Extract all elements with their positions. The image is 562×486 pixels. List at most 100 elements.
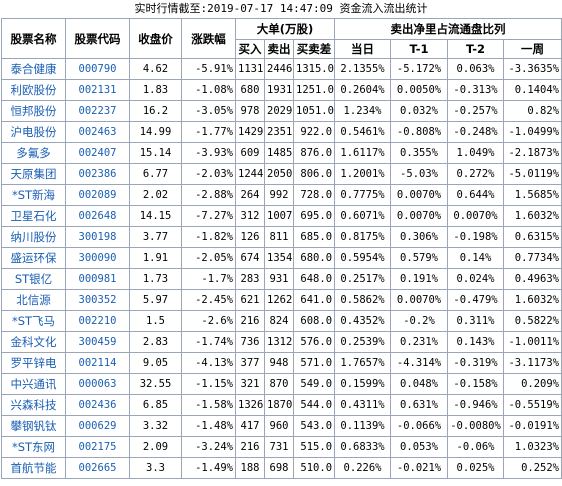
stock-code-link[interactable]: 300198: [65, 226, 130, 248]
stock-name-link[interactable]: 中兴通讯: [1, 373, 66, 395]
close-price: 16.2: [129, 100, 182, 122]
net-volume: 608.0: [292, 310, 336, 332]
buy-volume: 674: [235, 247, 265, 269]
stock-name-link[interactable]: *ST东网: [1, 436, 66, 458]
stock-name-link[interactable]: 多氟多: [1, 142, 66, 164]
ratio-t1: -0.2%: [390, 310, 449, 332]
stock-code-link[interactable]: 300090: [65, 247, 130, 269]
stock-code-link[interactable]: 000629: [65, 415, 130, 437]
ratio-week: -3.1173%: [503, 352, 562, 374]
buy-volume: 621: [235, 289, 265, 311]
stock-name-link[interactable]: *ST新海: [1, 184, 66, 206]
change-pct: -1.74%: [181, 331, 236, 353]
header-today: 当日: [334, 39, 392, 59]
stock-code-link[interactable]: 002175: [65, 436, 130, 458]
stock-name-link[interactable]: 天原集团: [1, 163, 66, 185]
stock-name-link[interactable]: 金科文化: [1, 331, 66, 353]
net-volume: 515.0: [292, 436, 336, 458]
stock-name-link[interactable]: 恒邦股份: [1, 100, 66, 122]
net-volume: 1251.0: [292, 79, 336, 101]
ratio-t2: -0.198%: [447, 226, 505, 248]
fund-flow-table: 股票名称 股票代码 收盘价 涨跌幅 大单(万股) 卖出净里占流通盘比列 买入 卖…: [1, 18, 562, 479]
stock-code-link[interactable]: 002463: [65, 121, 130, 143]
ratio-today: 0.2517%: [334, 268, 392, 290]
stock-name-link[interactable]: 首航节能: [1, 457, 66, 479]
stock-code-link[interactable]: 002114: [65, 352, 130, 374]
ratio-week: -1.0011%: [503, 331, 562, 353]
stock-name-link[interactable]: 北信源: [1, 289, 66, 311]
stock-name-link[interactable]: ST银亿: [1, 268, 66, 290]
change-pct: -3.93%: [181, 142, 236, 164]
close-price: 3.32: [129, 415, 182, 437]
ratio-t2: 0.143%: [447, 331, 505, 353]
sell-volume: 1007: [264, 205, 294, 227]
stock-code-link[interactable]: 002648: [65, 205, 130, 227]
change-pct: -1.77%: [181, 121, 236, 143]
stock-name-link[interactable]: 兴森科技: [1, 394, 66, 416]
stock-code-link[interactable]: 002089: [65, 184, 130, 206]
ratio-week: 0.82%: [503, 100, 562, 122]
stock-name-link[interactable]: 纳川股份: [1, 226, 66, 248]
stock-name-link[interactable]: 利欧股份: [1, 79, 66, 101]
ratio-t2: 0.272%: [447, 163, 505, 185]
ratio-t1: -4.314%: [390, 352, 449, 374]
ratio-today: 0.2539%: [334, 331, 392, 353]
stock-code-link[interactable]: 000063: [65, 373, 130, 395]
change-pct: -3.05%: [181, 100, 236, 122]
ratio-t1: 0.231%: [390, 331, 449, 353]
ratio-week: -0.0191%: [503, 415, 562, 437]
stock-code-link[interactable]: 002131: [65, 79, 130, 101]
close-price: 3.3: [129, 457, 182, 479]
table-row: *ST飞马 002210 1.5 -2.6% 216 824 608.0 0.4…: [1, 310, 562, 332]
header-stock-name: 股票名称: [1, 18, 66, 59]
ratio-t1: 0.579%: [390, 247, 449, 269]
close-price: 2.02: [129, 184, 182, 206]
ratio-t2: 0.311%: [447, 310, 505, 332]
stock-code-link[interactable]: 000790: [65, 58, 130, 80]
stock-code-link[interactable]: 000981: [65, 268, 130, 290]
stock-code-link[interactable]: 002210: [65, 310, 130, 332]
ratio-t2: -0.946%: [447, 394, 505, 416]
stock-name-link[interactable]: *ST飞马: [1, 310, 66, 332]
buy-volume: 321: [235, 373, 265, 395]
stock-code-link[interactable]: 300352: [65, 289, 130, 311]
ratio-today: 0.5862%: [334, 289, 392, 311]
ratio-today: 0.1599%: [334, 373, 392, 395]
stock-code-link[interactable]: 002237: [65, 100, 130, 122]
change-pct: -2.05%: [181, 247, 236, 269]
stock-name-link[interactable]: 盛运环保: [1, 247, 66, 269]
ratio-t1: -0.808%: [390, 121, 449, 143]
net-volume: 695.0: [292, 205, 336, 227]
ratio-t1: 0.0050%: [390, 79, 449, 101]
buy-volume: 216: [235, 310, 265, 332]
stock-code-link[interactable]: 002407: [65, 142, 130, 164]
stock-code-link[interactable]: 002386: [65, 163, 130, 185]
ratio-today: 0.2604%: [334, 79, 392, 101]
close-price: 4.62: [129, 58, 182, 80]
header-net: 买卖差: [292, 39, 336, 59]
sell-volume: 1485: [264, 142, 294, 164]
ratio-today: 1.7657%: [334, 352, 392, 374]
ratio-week: -1.0499%: [503, 121, 562, 143]
header-stock-code: 股票代码: [65, 18, 130, 59]
ratio-t1: -0.021%: [390, 457, 449, 479]
sell-volume: 824: [264, 310, 294, 332]
change-pct: -2.45%: [181, 289, 236, 311]
stock-name-link[interactable]: 沪电股份: [1, 121, 66, 143]
stock-code-link[interactable]: 002436: [65, 394, 130, 416]
sell-volume: 1354: [264, 247, 294, 269]
ratio-today: 1.2001%: [334, 163, 392, 185]
stock-code-link[interactable]: 002665: [65, 457, 130, 479]
ratio-today: 0.6833%: [334, 436, 392, 458]
ratio-today: 0.226%: [334, 457, 392, 479]
stock-name-link[interactable]: 攀钢钒钛: [1, 415, 66, 437]
table-row: 利欧股份 002131 1.83 -1.08% 680 1931 1251.0 …: [1, 79, 562, 101]
stock-code-link[interactable]: 300459: [65, 331, 130, 353]
close-price: 1.91: [129, 247, 182, 269]
table-row: 泰合健康 000790 4.62 -5.91% 1131 2446 1315.0…: [1, 58, 562, 80]
change-pct: -1.15%: [181, 373, 236, 395]
stock-name-link[interactable]: 泰合健康: [1, 58, 66, 80]
change-pct: -1.82%: [181, 226, 236, 248]
stock-name-link[interactable]: 卫星石化: [1, 205, 66, 227]
stock-name-link[interactable]: 罗平锌电: [1, 352, 66, 374]
